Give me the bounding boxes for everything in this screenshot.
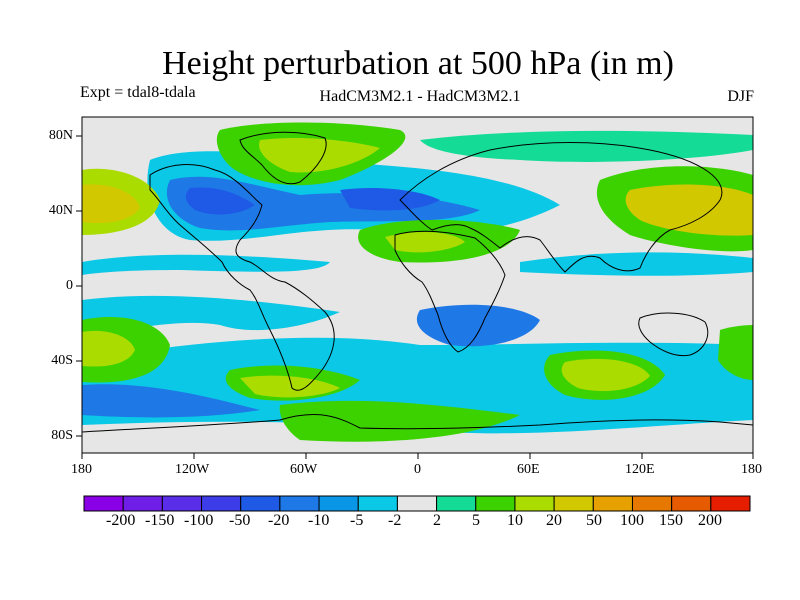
colorbar-swatch bbox=[475, 495, 516, 512]
south-pacific-positive-core bbox=[82, 330, 135, 367]
australia-coast bbox=[638, 312, 709, 357]
colorbar-label: 10 bbox=[507, 512, 523, 529]
colorbar-swatch bbox=[514, 495, 555, 512]
colorbar-label: -2 bbox=[388, 512, 402, 529]
x-tick-label: 0 bbox=[414, 462, 421, 477]
colorbar-label: -150 bbox=[145, 512, 175, 529]
colorbar-swatch bbox=[279, 495, 320, 512]
x-tick-label: 120W bbox=[175, 462, 210, 477]
y-tick-label: 80N bbox=[48, 128, 73, 143]
colorbar-swatch bbox=[396, 495, 438, 512]
y-tick-label: 0 bbox=[66, 278, 73, 293]
colorbar bbox=[83, 495, 751, 512]
season-label: DJF bbox=[727, 88, 754, 105]
colorbar-swatch bbox=[83, 495, 124, 512]
y-tick-label: 40N bbox=[48, 203, 73, 218]
antarctic-positive bbox=[279, 400, 520, 442]
north-atlantic-core-negative bbox=[166, 176, 481, 231]
tropical-pacific-negative bbox=[82, 254, 330, 275]
colorbar-swatch bbox=[357, 495, 398, 512]
greenland-coast bbox=[239, 131, 327, 185]
colorbar-swatch bbox=[122, 495, 163, 512]
southern-ocean-negative bbox=[82, 384, 260, 418]
experiment-label: Expt = tdal8-tdala bbox=[80, 84, 196, 101]
x-tick-label: 180 bbox=[741, 462, 762, 477]
coastlines bbox=[82, 131, 753, 433]
south-east-pacific-positive bbox=[718, 325, 753, 380]
colorbar-swatch bbox=[201, 495, 242, 512]
arctic-positive bbox=[420, 130, 753, 162]
colorbar-swatch bbox=[240, 495, 281, 512]
map-title: Height perturbation at 500 hPa (in m) bbox=[162, 45, 674, 82]
anomaly-field bbox=[82, 117, 753, 453]
north-africa-core bbox=[385, 231, 465, 253]
greenland-positive-core bbox=[259, 137, 380, 173]
colorbar-swatch bbox=[631, 495, 673, 512]
colorbar-label: -50 bbox=[229, 512, 251, 529]
x-tick-label: 180 bbox=[71, 462, 92, 477]
south-indian-positive-core bbox=[561, 358, 650, 392]
colorbar-label: 20 bbox=[546, 512, 562, 529]
x-tick-marks bbox=[81, 453, 754, 459]
y-tick-label: 40S bbox=[51, 353, 73, 368]
north-america-coast bbox=[149, 164, 335, 391]
south-atlantic-positive-core bbox=[240, 375, 340, 398]
x-tick-label: 60W bbox=[290, 462, 318, 477]
colorbar-label: -100 bbox=[184, 512, 214, 529]
colorbar-label: 50 bbox=[586, 512, 602, 529]
y-tick-label: 80S bbox=[51, 428, 73, 443]
colorbar-label: -10 bbox=[308, 512, 330, 529]
colorbar-swatch bbox=[671, 495, 712, 512]
y-tick-marks bbox=[76, 135, 82, 437]
model-label: HadCM3M2.1 - HadCM3M2.1 bbox=[319, 88, 521, 105]
colorbar-label: -200 bbox=[106, 512, 136, 529]
x-tick-label: 120E bbox=[625, 462, 655, 477]
colorbar-swatch bbox=[592, 495, 633, 512]
colorbar-swatch bbox=[553, 495, 594, 512]
colorbar-label: -5 bbox=[350, 512, 364, 529]
south-atlantic-negative-core bbox=[416, 304, 540, 347]
colorbar-label: -20 bbox=[268, 512, 290, 529]
colorbar-label: 100 bbox=[620, 512, 644, 529]
colorbar-swatch bbox=[318, 495, 359, 512]
colorbar-label: 5 bbox=[472, 512, 480, 529]
colorbar-swatch bbox=[710, 495, 751, 512]
tropical-indian-negative bbox=[520, 252, 753, 276]
colorbar-swatch bbox=[436, 495, 477, 512]
north-atlantic-deep-negative bbox=[185, 187, 255, 215]
north-pacific-east-core bbox=[82, 184, 140, 224]
x-tick-label: 60E bbox=[517, 462, 540, 477]
africa-coast bbox=[394, 230, 506, 353]
europe-negative bbox=[340, 188, 440, 211]
eurasia-coast bbox=[399, 142, 723, 273]
colorbar-label: 150 bbox=[659, 512, 683, 529]
colorbar-label: 200 bbox=[698, 512, 722, 529]
colorbar-label: 2 bbox=[433, 512, 441, 529]
colorbar-swatch bbox=[161, 495, 203, 512]
antarctica-coast bbox=[82, 414, 753, 433]
